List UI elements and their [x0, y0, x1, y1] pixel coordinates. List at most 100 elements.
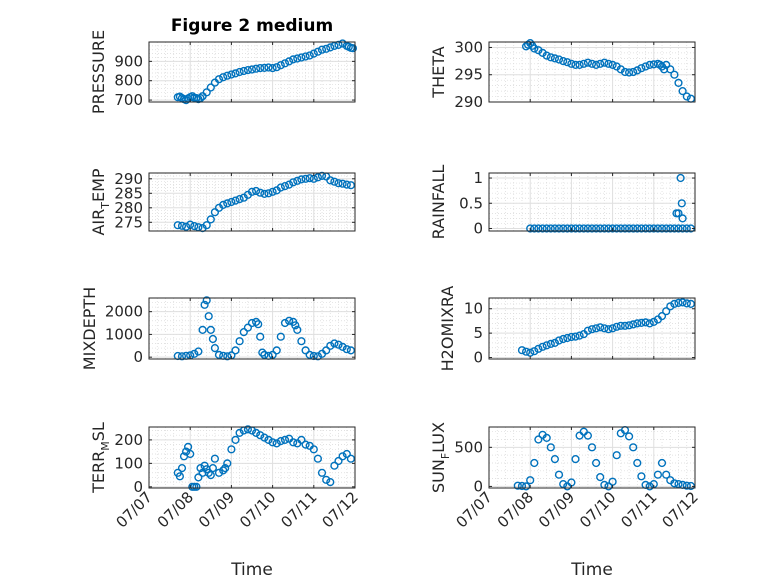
y-tick-label: 0: [473, 477, 483, 495]
data-point: [554, 55, 564, 64]
data-point: [276, 183, 285, 192]
y-axis-label: TERRMSL: [89, 422, 112, 494]
data-point: [252, 428, 261, 438]
data-point: [204, 312, 213, 321]
data-point: [657, 312, 667, 321]
x-tick-label: 07/11: [617, 488, 660, 531]
data-point: [542, 224, 551, 233]
y-tick-label: 275: [114, 213, 143, 231]
subplot-4: 0 0.5 1 RAINFALL: [429, 165, 696, 239]
data-point: [202, 296, 211, 305]
data-point: [550, 54, 560, 63]
data-point: [210, 208, 220, 217]
data-point: [591, 224, 601, 233]
data-point: [210, 454, 220, 463]
data-point: [330, 177, 339, 186]
data-point: [243, 65, 253, 75]
data-point: [649, 224, 658, 233]
data-point: [177, 221, 187, 230]
y-tick-label: 290: [454, 93, 483, 111]
ticks: [488, 42, 696, 103]
data-point: [200, 300, 209, 309]
data-point: [591, 324, 601, 333]
data-point: [231, 196, 240, 205]
data-point: [542, 341, 551, 350]
data-point: [653, 470, 663, 479]
y-axis-label-subscript: F: [439, 453, 452, 459]
plot-area: [489, 173, 695, 231]
data-point: [591, 60, 601, 70]
data-point: [550, 455, 560, 464]
data-point: [198, 325, 207, 335]
data-point: [194, 473, 203, 482]
y-axis-label-main: H2OMIXRA: [438, 286, 457, 372]
y-axis-label-main: PRESSURE: [89, 30, 108, 114]
data-point: [208, 464, 218, 473]
data-point: [526, 224, 535, 233]
data-point: [645, 482, 654, 491]
data-point: [322, 44, 331, 53]
data-point: [645, 60, 654, 70]
y-tick-label: 800: [114, 72, 143, 90]
data-point: [550, 224, 560, 233]
data-point: [194, 347, 203, 356]
data-point: [579, 59, 588, 68]
data-point: [624, 321, 634, 330]
data-point: [575, 60, 584, 70]
data-point: [649, 317, 658, 327]
y-tick-label: 280: [114, 199, 143, 217]
data-point: [637, 472, 646, 481]
data-point: [530, 224, 539, 233]
y-axis-label-suffix: SL: [89, 422, 108, 441]
data-point: [645, 224, 654, 233]
axes-box: [148, 297, 356, 360]
data-point: [231, 346, 240, 355]
data-point: [297, 175, 306, 184]
x-tick-label: 07/08: [154, 488, 197, 531]
data-point: [670, 479, 679, 488]
data-point: [624, 68, 634, 77]
data-point: [624, 224, 634, 233]
data-point: [546, 53, 555, 62]
y-tick-label: 200: [114, 431, 143, 449]
data-point: [674, 224, 683, 233]
data-point: [285, 180, 294, 189]
data-point: [326, 478, 335, 487]
data-point: [629, 320, 638, 329]
data-point: [676, 173, 685, 183]
data-point: [629, 224, 638, 233]
y-axis-label-suffix: LUX: [429, 422, 448, 453]
x-tick-label: 07/08: [494, 488, 537, 531]
data-point: [637, 64, 646, 73]
data-point: [272, 63, 281, 72]
data-point: [256, 431, 265, 440]
x-tick-label: 07/09: [195, 488, 238, 531]
axes-box: [148, 426, 356, 489]
data-point: [223, 199, 232, 208]
x-tick-label: 07/11: [277, 488, 320, 531]
data-point: [297, 337, 306, 346]
data-point: [608, 224, 617, 233]
data-point: [542, 51, 551, 60]
data-point: [521, 347, 531, 356]
data-point: [235, 195, 244, 204]
data-point: [563, 224, 572, 233]
data-point: [317, 468, 327, 477]
data-point: [587, 325, 597, 334]
data-point: [206, 215, 215, 224]
ticks: [488, 298, 696, 359]
data-point: [258, 348, 267, 357]
data-point: [330, 339, 339, 348]
data-point: [674, 78, 683, 88]
data-point: [662, 60, 671, 70]
axes-box: [488, 172, 696, 232]
data-point: [342, 345, 351, 354]
data-point: [334, 456, 343, 466]
data-point: [530, 458, 539, 468]
data-point: [293, 54, 302, 63]
data-point: [289, 438, 298, 447]
y-tick-label: 5: [473, 324, 483, 342]
data-point: [666, 302, 675, 311]
data-point: [629, 443, 638, 452]
